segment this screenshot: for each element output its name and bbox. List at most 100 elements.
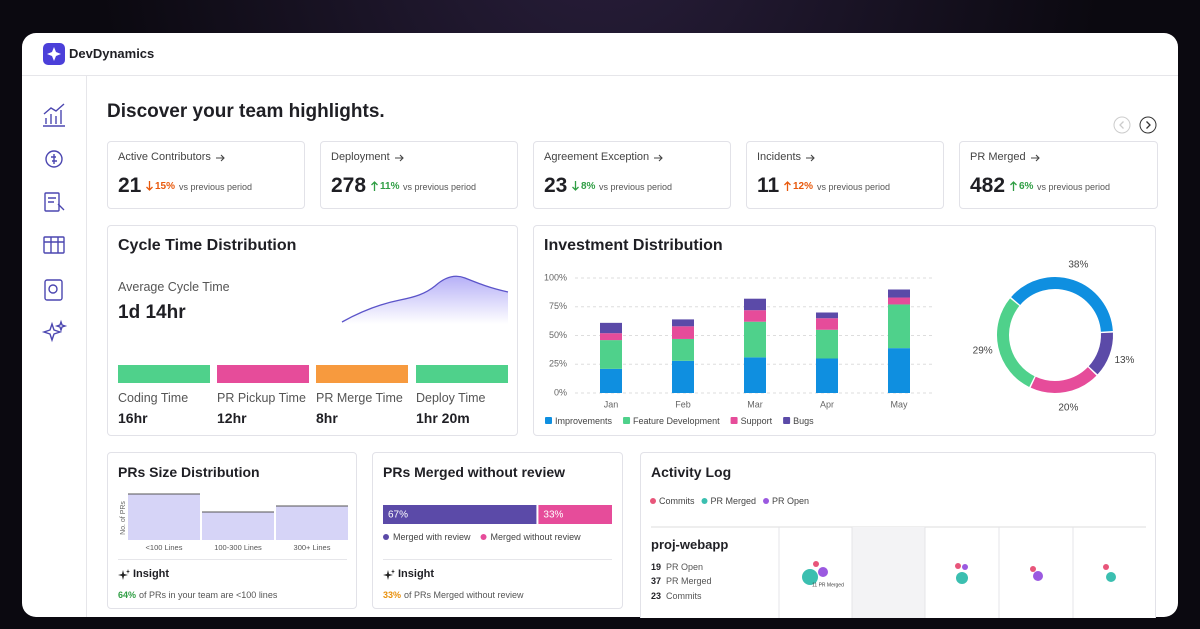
trend-up	[371, 181, 378, 191]
activity-bubble	[818, 567, 828, 577]
legend-label: Support	[741, 416, 773, 426]
arrow	[395, 154, 404, 162]
donut-label: 38%	[1068, 259, 1088, 270]
trend-up	[784, 181, 791, 191]
kpi-label: Deployment	[331, 151, 390, 164]
donut-segment	[997, 298, 1035, 387]
bar-segment	[600, 368, 622, 393]
card	[107, 141, 305, 209]
trend-down	[572, 181, 579, 191]
kpi-note: vs previous period	[179, 181, 253, 192]
kpi-value: 482	[970, 174, 1006, 198]
card-title: Investment Distribution	[544, 237, 723, 255]
kpi-value: 21	[118, 174, 142, 198]
activity-bubble	[955, 563, 961, 569]
legend-dot	[763, 498, 770, 504]
link-arrow	[395, 154, 404, 162]
bar-segment	[744, 298, 766, 311]
sparkle	[118, 569, 130, 580]
stage-value: 16hr	[118, 409, 148, 426]
bar-segment	[888, 297, 910, 305]
legend-swatch	[783, 417, 791, 424]
activity-bubble	[956, 572, 968, 584]
trend-arrow	[572, 181, 579, 191]
card	[959, 141, 1158, 209]
card	[533, 225, 1156, 436]
activity-bubble	[1103, 564, 1109, 570]
stage-bar	[316, 365, 408, 383]
activity-log: Commits PR Merged PR Open 11 PR Merged	[650, 496, 1146, 618]
y-tick-label: 0%	[554, 387, 567, 397]
legend-dot	[701, 498, 708, 504]
kpi-value: 278	[331, 174, 367, 198]
legend-dot	[383, 534, 389, 540]
activity-bubble	[1033, 571, 1043, 581]
sparkline-line	[341, 275, 509, 323]
stage-name: Coding Time	[118, 390, 189, 405]
insight-icon	[118, 569, 130, 580]
stage-name: PR Pickup Time	[217, 390, 306, 405]
bar-segment	[888, 304, 910, 349]
bar	[276, 506, 348, 540]
card-title: PRs Merged without review	[383, 463, 566, 480]
bar-segment	[538, 505, 612, 524]
x-tick-label: 100-300 Lines	[214, 543, 262, 552]
bar-segment	[744, 321, 766, 358]
x-tick-label: 300+ Lines	[294, 543, 331, 552]
sparkline-area	[342, 276, 508, 324]
insight-text: of PRs Merged without review	[404, 589, 524, 600]
bar-segment	[600, 333, 622, 341]
bubble-label: 11 PR Merged	[812, 582, 844, 588]
donut-label: 13%	[1114, 355, 1134, 366]
bar-segment	[816, 312, 838, 319]
stat-label: PR Open	[666, 561, 704, 572]
arrow	[806, 154, 815, 162]
legend-label: Bugs	[793, 416, 814, 426]
card-title: Cycle Time Distribution	[118, 237, 297, 255]
pr-size-chart: No. of PRs <100 Lines 100-300 Lines 300+ Li…	[120, 493, 348, 552]
segment-label: 67%	[388, 510, 408, 521]
link-arrow	[216, 154, 225, 162]
donut-segment	[1088, 332, 1113, 375]
legend-dot	[650, 498, 656, 504]
brand-name: DevDynamics	[69, 46, 155, 62]
bar-segment	[672, 360, 694, 393]
stage-name: Deploy Time	[416, 390, 486, 405]
legend-dot	[480, 534, 487, 540]
insight-title: Insight	[133, 568, 170, 581]
card	[533, 141, 731, 209]
x-tick-label: Mar	[747, 399, 763, 409]
project-name: proj-webapp	[651, 537, 729, 553]
bar-segment	[672, 326, 694, 339]
bar	[128, 494, 200, 540]
y-tick-label: 25%	[549, 359, 567, 369]
x-tick-label: Feb	[675, 399, 691, 409]
sparkle	[383, 569, 395, 580]
bar-segment	[672, 319, 694, 327]
bar-segment	[816, 358, 838, 393]
insight-highlight: 64%	[118, 589, 137, 600]
card-title: Activity Log	[651, 463, 732, 480]
insight-text: of PRs in your team are <100 lines	[139, 589, 278, 600]
kpi-change: 8%	[581, 181, 596, 192]
bar-segment	[888, 289, 910, 298]
insight-icon	[383, 569, 395, 580]
metric-label: Average Cycle Time	[118, 279, 230, 294]
header-line	[22, 75, 1178, 76]
donut-label: 20%	[1058, 402, 1078, 413]
trend-up	[1010, 181, 1017, 191]
carousel-arrows[interactable]	[1112, 115, 1158, 135]
kpi-label: Active Contributors	[118, 151, 211, 164]
kpi-change: 6%	[1019, 181, 1034, 192]
kpi-label: Agreement Exception	[544, 151, 650, 164]
activity-bubble	[962, 564, 968, 570]
legend-swatch	[623, 417, 631, 424]
x-tick-label: Jan	[604, 399, 619, 409]
stage-bar	[416, 365, 508, 383]
stat-label: PR Merged	[666, 576, 712, 587]
arrow	[1031, 154, 1040, 162]
x-tick-label: Apr	[820, 399, 834, 409]
x-tick-label: May	[890, 399, 908, 409]
